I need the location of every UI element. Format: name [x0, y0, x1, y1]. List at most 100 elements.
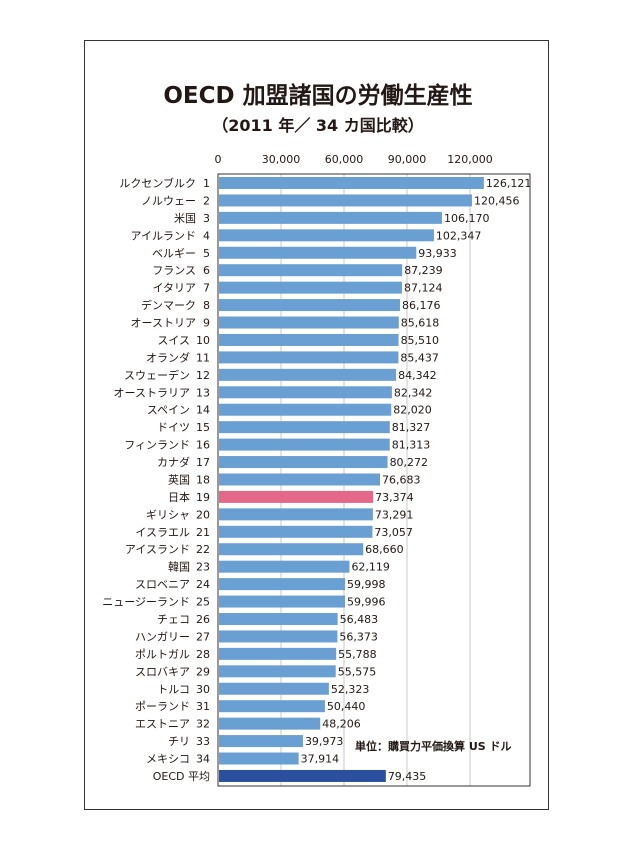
value-label: 84,342: [398, 369, 437, 382]
bar-5: [219, 246, 417, 259]
country-label: フランス: [152, 264, 196, 277]
bar-28: [219, 647, 337, 660]
value-label: 79,435: [388, 770, 427, 783]
value-label: 76,683: [382, 473, 421, 486]
value-label: 82,020: [393, 404, 432, 417]
country-label: ポーランド: [135, 700, 190, 713]
bar-13: [219, 386, 392, 399]
x-tick-label: 120,000: [447, 153, 493, 166]
country-label: オーストリア: [131, 317, 196, 330]
rank-label: 23: [196, 561, 210, 574]
rank-label: 5: [203, 247, 210, 260]
country-label: 英国: [168, 472, 190, 486]
value-label: 85,510: [401, 334, 440, 347]
rank-label: 27: [196, 630, 210, 643]
country-label: スイス: [157, 334, 190, 347]
country-label: ニュージーランド: [102, 596, 190, 609]
value-label: 55,788: [338, 648, 377, 661]
rank-label: 18: [196, 473, 210, 486]
country-label: チリ: [168, 735, 190, 748]
rank-label: 20: [196, 508, 210, 521]
value-label: 48,206: [322, 718, 361, 731]
bar-6: [219, 264, 403, 277]
rank-label: 28: [196, 648, 210, 661]
bar-14: [219, 403, 392, 416]
value-label: 93,933: [418, 247, 457, 260]
country-label: スウェーデン: [124, 368, 190, 382]
country-label: ギリシャ: [146, 508, 190, 521]
rank-label: 32: [196, 718, 210, 731]
rank-label: 2: [203, 194, 210, 207]
bar-18: [219, 473, 381, 486]
bar-30: [219, 682, 329, 695]
rank-label: 19: [196, 491, 210, 504]
country-label: フィンランド: [124, 439, 190, 452]
chart-frame: [84, 40, 549, 810]
bar-20: [219, 508, 373, 521]
value-label: 126,121: [486, 177, 532, 190]
rank-label: 7: [203, 282, 210, 295]
value-label: 102,347: [436, 229, 482, 242]
country-label: トルコ: [157, 683, 190, 696]
rank-label: 1: [203, 177, 210, 190]
country-label: ドイツ: [157, 421, 190, 434]
country-label: アイルランド: [131, 229, 196, 242]
value-label: 68,660: [365, 543, 404, 556]
value-label: 59,996: [347, 596, 386, 609]
country-label: 日本: [168, 490, 190, 504]
country-label: イスラエル: [135, 526, 190, 539]
rank-label: 12: [196, 369, 210, 382]
bar-34: [219, 752, 299, 765]
bar-23: [219, 560, 350, 573]
bar-32: [219, 717, 321, 730]
value-label: 73,374: [375, 491, 414, 504]
value-label: 56,483: [340, 613, 379, 626]
rank-label: 11: [196, 351, 210, 364]
value-label: 52,323: [331, 683, 370, 696]
bar-24: [219, 578, 345, 591]
rank-label: 30: [196, 683, 210, 696]
bar-12: [219, 368, 397, 381]
value-label: 86,176: [402, 299, 441, 312]
unit-note: 単位：購買力平価換算 US ドル: [355, 740, 512, 753]
value-label: 80,272: [390, 456, 429, 469]
rank-label: 22: [196, 543, 210, 556]
country-label: スペイン: [147, 404, 190, 417]
value-label: 120,456: [474, 194, 520, 207]
bar-9: [219, 316, 399, 329]
rank-label: 24: [196, 578, 210, 591]
bar-26: [219, 613, 338, 625]
country-label: OECD 平均: [153, 770, 210, 783]
country-label: カナダ: [157, 455, 190, 469]
bar-8: [219, 299, 400, 312]
country-label: デンマーク: [141, 298, 196, 312]
bar-21: [219, 525, 373, 538]
rank-label: 9: [203, 317, 210, 330]
bar-19: [219, 490, 374, 503]
rank-label: 8: [203, 299, 210, 312]
value-label: 37,914: [301, 753, 340, 766]
country-label: イタリア: [152, 282, 196, 295]
value-label: 81,327: [392, 421, 431, 434]
country-label: ルクセンブルク: [119, 176, 196, 190]
country-label: 韓国: [168, 561, 190, 574]
rank-label: 25: [196, 596, 210, 609]
chart-subtitle: （2011 年／ 34 カ国比較）: [212, 116, 424, 135]
country-label: スロバキア: [135, 665, 190, 678]
value-label: 55,575: [338, 665, 377, 678]
rank-label: 15: [196, 421, 210, 434]
value-label: 62,119: [351, 561, 390, 574]
plot-area: [217, 173, 531, 787]
country-label: チェコ: [157, 613, 190, 626]
bar-2: [219, 194, 472, 207]
value-label: 82,342: [394, 386, 433, 399]
bar-16: [219, 438, 390, 451]
country-label: 米国: [174, 212, 196, 225]
bar-7: [219, 281, 402, 294]
rank-label: 3: [203, 212, 210, 225]
country-label: スロベニア: [135, 578, 190, 591]
value-label: 81,313: [392, 439, 431, 452]
rank-label: 6: [203, 264, 210, 277]
country-label: アイスランド: [125, 543, 190, 556]
